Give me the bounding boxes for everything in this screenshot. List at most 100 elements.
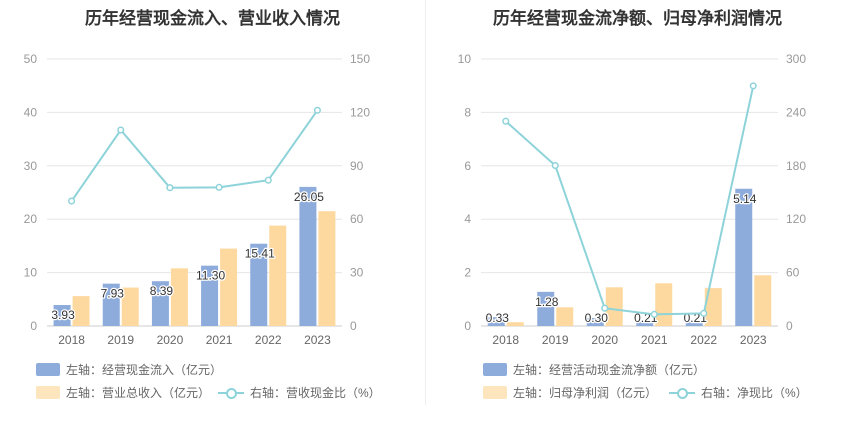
legend-swatch-orange — [483, 386, 507, 399]
x-axis-tick-label: 2021 — [206, 333, 233, 347]
x-axis-tick-label: 2020 — [591, 333, 618, 347]
left-axis-tick-label: 20 — [24, 212, 38, 226]
bar-data-label: 0.33 — [486, 311, 510, 325]
bar-data-label: 8.39 — [150, 284, 174, 298]
bar-data-label: 1.28 — [535, 295, 559, 309]
bar-series2 — [220, 248, 238, 326]
right-axis-tick-label: 150 — [350, 52, 370, 66]
x-axis-tick-label: 2022 — [255, 333, 282, 347]
legend-label: 左轴：经营现金流入（亿元） — [66, 363, 223, 377]
left-axis-tick-label: 30 — [24, 159, 38, 173]
x-axis-tick-label: 2019 — [542, 333, 569, 347]
legend-line-icon — [669, 386, 695, 400]
left-axis-tick-label: 8 — [464, 105, 471, 119]
line-point — [700, 309, 708, 317]
bar-series2 — [170, 268, 188, 326]
left-axis-tick-label: 0 — [30, 319, 37, 333]
bar-series2 — [269, 225, 287, 326]
bar-series2 — [704, 288, 722, 326]
bar-series1 — [299, 186, 317, 326]
x-axis-tick-label: 2019 — [107, 333, 134, 347]
line-point — [551, 161, 559, 170]
left-axis-tick-label: 40 — [24, 105, 38, 119]
legend-label: 左轴：归母净利润（亿元） — [513, 386, 658, 400]
legend-item-bar1[interactable]: 左轴：经营现金流入（亿元） — [36, 361, 222, 378]
line-series — [70, 109, 319, 202]
x-axis-tick-label: 2023 — [740, 333, 767, 347]
bar-series2 — [318, 211, 336, 326]
chart-title: 历年经营现金流入、营业收入情况 — [85, 9, 340, 28]
chart-title: 历年经营现金流净额、归母净利润情况 — [493, 9, 782, 28]
right-axis-tick-label: 300 — [786, 52, 806, 66]
line-point — [264, 176, 272, 184]
right-axis-tick-label: 90 — [350, 159, 364, 173]
x-axis-tick-label: 2018 — [58, 333, 85, 347]
right-axis-tick-label: 120 — [350, 105, 370, 119]
right-axis-tick-label: 240 — [786, 105, 806, 119]
bar-data-label: 3.93 — [51, 308, 75, 322]
left-axis-tick-label: 6 — [464, 159, 471, 173]
legend-label: 右轴：净现比（%） — [701, 386, 808, 400]
right-axis-tick-label: 120 — [786, 212, 806, 226]
bar-series2 — [556, 307, 574, 326]
right-axis-tick-label: 30 — [350, 266, 364, 280]
bar-data-label: 0.30 — [585, 311, 609, 325]
line-series — [505, 85, 755, 316]
left-axis-tick-label: 50 — [24, 52, 38, 66]
right-axis-tick-label: 0 — [350, 319, 357, 333]
bar-series2 — [72, 296, 90, 326]
bar-series2 — [754, 275, 772, 326]
bar-data-label: 26.05 — [294, 190, 324, 204]
panel-divider — [425, 0, 426, 405]
left-axis-tick-label: 0 — [464, 319, 471, 333]
legend-line-icon — [218, 386, 244, 400]
legend-label: 左轴：营业总收入（亿元） — [66, 386, 211, 400]
chart-svg: 0 10 20 30 40 50 0 30 60 90 120 150 2018 2019 2020 2021… — [24, 52, 371, 347]
bar-series2 — [605, 287, 623, 326]
left-axis-tick-label: 10 — [24, 266, 38, 280]
legend-swatch-blue — [36, 363, 60, 376]
bar-series1 — [250, 243, 268, 326]
bar-series1 — [537, 291, 555, 326]
x-axis-tick-label: 2018 — [492, 333, 519, 347]
right-axis-tick-label: 180 — [786, 159, 806, 173]
x-axis-tick-label: 2021 — [641, 333, 668, 347]
left-axis-tick-label: 4 — [464, 212, 471, 226]
chart-panel-cashflow-revenue: 历年经营现金流入、营业收入情况 0 10 20 30 40 50 0 30 60 90 120 150… — [24, 9, 381, 401]
line-point — [215, 183, 223, 191]
legend-swatch-blue — [483, 363, 507, 376]
legend-item-bar2[interactable]: 左轴：营业总收入（亿元） — [36, 384, 210, 401]
legend-label: 右轴：营收现金比（%） — [250, 386, 381, 400]
bar-data-label: 11.30 — [196, 269, 225, 283]
bar-series2 — [655, 283, 673, 326]
bar-data-label: 7.93 — [101, 287, 125, 301]
legend-item-line[interactable]: 右轴：净现比（%） — [669, 384, 808, 401]
bar-series1 — [487, 317, 505, 326]
bar-series1 — [685, 320, 703, 326]
bar-series1 — [735, 188, 753, 326]
bar-series1 — [53, 305, 71, 326]
chart-panel-netcash-profit: 历年经营现金流净额、归母净利润情况 0 2 4 6 8 10 0 60 120 180 240 300… — [425, 0, 850, 437]
bar-data-label: 5.14 — [733, 192, 757, 206]
legend-item-bar2[interactable]: 左轴：归母净利润（亿元） — [483, 384, 657, 401]
legend-item-line[interactable]: 右轴：营收现金比（%） — [218, 384, 381, 401]
bar-series1 — [102, 283, 120, 326]
right-axis-tick-label: 0 — [786, 319, 793, 333]
line-point — [601, 304, 609, 312]
line-point — [166, 184, 174, 192]
x-axis-tick-label: 2020 — [157, 333, 184, 347]
legend-label: 左轴：经营活动现金流净额（亿元） — [513, 363, 706, 377]
x-axis-tick-label: 2023 — [304, 333, 331, 347]
line-point — [117, 126, 125, 134]
bar-series1 — [201, 265, 219, 326]
chart-svg: 0 2 4 6 8 10 0 60 120 180 240 300 2018 2019 2020 2021 20… — [458, 52, 807, 347]
bar-series1 — [586, 317, 604, 326]
bar-series2 — [506, 322, 524, 326]
line-point — [68, 197, 76, 205]
bar-series1 — [636, 320, 654, 326]
bar-series1 — [151, 281, 169, 326]
left-axis-tick-label: 2 — [464, 266, 471, 280]
right-axis-tick-label: 60 — [350, 212, 364, 226]
legend-item-bar1[interactable]: 左轴：经营活动现金流净额（亿元） — [483, 361, 705, 378]
legend-swatch-orange — [36, 386, 60, 399]
